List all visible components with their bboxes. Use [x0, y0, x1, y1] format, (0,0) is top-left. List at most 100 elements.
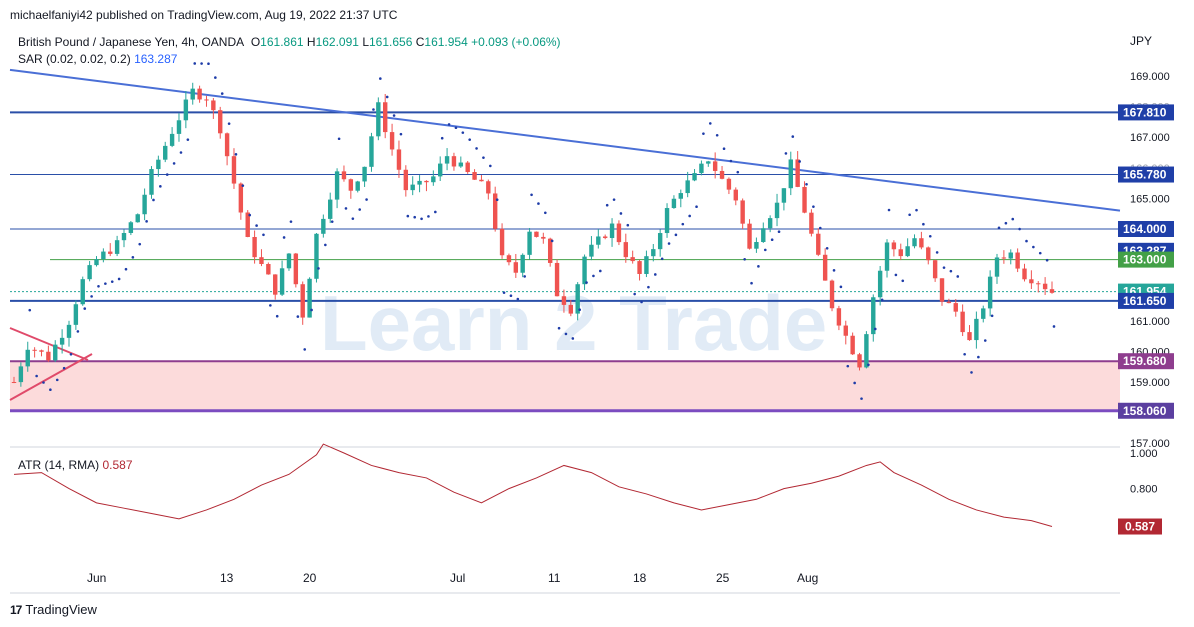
- candle-body[interactable]: [231, 156, 237, 184]
- candle-body[interactable]: [864, 334, 869, 368]
- candle-body[interactable]: [1029, 279, 1034, 284]
- candle-body[interactable]: [383, 102, 388, 133]
- candle-body[interactable]: [486, 181, 491, 194]
- candle-body[interactable]: [816, 233, 821, 255]
- candle-body[interactable]: [1015, 252, 1020, 269]
- candle-body[interactable]: [245, 212, 250, 237]
- candle-body[interactable]: [149, 169, 154, 195]
- candle-body[interactable]: [637, 261, 642, 274]
- candle-body[interactable]: [630, 257, 635, 262]
- candle-body[interactable]: [334, 171, 340, 200]
- candle-body[interactable]: [767, 218, 773, 229]
- candle-body[interactable]: [541, 236, 546, 239]
- candle-body[interactable]: [1042, 283, 1048, 290]
- candle-body[interactable]: [39, 350, 44, 352]
- candle-body[interactable]: [321, 218, 326, 234]
- candle-body[interactable]: [479, 179, 484, 182]
- candle-body[interactable]: [651, 249, 656, 257]
- candle-body[interactable]: [733, 189, 738, 201]
- candle-body[interactable]: [94, 259, 99, 266]
- candle-body[interactable]: [602, 236, 608, 239]
- candle-body[interactable]: [912, 238, 917, 247]
- candle-body[interactable]: [678, 193, 683, 199]
- candle-body[interactable]: [307, 278, 312, 318]
- candle-body[interactable]: [183, 99, 189, 121]
- candle-body[interactable]: [376, 102, 381, 137]
- candle-body[interactable]: [712, 161, 718, 171]
- legend-symbol[interactable]: British Pound / Japanese Yen, 4h, OANDA: [18, 35, 244, 49]
- candle-body[interactable]: [25, 349, 30, 367]
- candle-body[interactable]: [87, 265, 92, 280]
- candle-body[interactable]: [73, 304, 79, 325]
- candle-body[interactable]: [664, 208, 670, 234]
- candle-body[interactable]: [1001, 257, 1007, 259]
- candle-body[interactable]: [809, 212, 814, 234]
- candle-body[interactable]: [534, 231, 539, 237]
- candle-body[interactable]: [328, 199, 333, 219]
- candle-body[interactable]: [891, 242, 897, 250]
- candle-body[interactable]: [121, 232, 127, 241]
- candle-body[interactable]: [114, 240, 120, 254]
- candle-body[interactable]: [403, 169, 409, 191]
- candle-body[interactable]: [128, 222, 134, 233]
- candle-body[interactable]: [1008, 252, 1013, 259]
- candle-body[interactable]: [527, 231, 532, 255]
- candle-body[interactable]: [492, 193, 498, 229]
- candle-body[interactable]: [101, 251, 106, 260]
- footer[interactable]: 17 TradingView: [10, 602, 97, 617]
- candle-body[interactable]: [987, 276, 993, 309]
- candle-body[interactable]: [11, 382, 17, 383]
- candle-body[interactable]: [341, 171, 347, 180]
- candle-body[interactable]: [238, 183, 244, 213]
- candle-body[interactable]: [163, 145, 168, 160]
- candle-body[interactable]: [843, 325, 848, 336]
- candle-body[interactable]: [1022, 268, 1027, 280]
- candle-body[interactable]: [273, 274, 278, 295]
- candle-body[interactable]: [589, 244, 594, 257]
- candle-body[interactable]: [18, 366, 24, 383]
- candle-body[interactable]: [369, 136, 374, 167]
- candle-body[interactable]: [314, 233, 319, 279]
- candle-body[interactable]: [499, 228, 505, 256]
- candle-body[interactable]: [472, 172, 477, 180]
- candle-body[interactable]: [596, 236, 601, 245]
- candle-body[interactable]: [266, 264, 271, 275]
- candle-body[interactable]: [575, 284, 580, 314]
- candle-body[interactable]: [871, 297, 876, 335]
- candle-body[interactable]: [616, 223, 622, 243]
- candle-body[interactable]: [190, 88, 195, 100]
- candle-body[interactable]: [960, 311, 965, 333]
- atr-line[interactable]: [13, 443, 1053, 527]
- candle-body[interactable]: [568, 304, 574, 314]
- candle-body[interactable]: [218, 110, 223, 134]
- candle-body[interactable]: [437, 163, 443, 177]
- candle-body[interactable]: [1036, 283, 1041, 285]
- candle-body[interactable]: [362, 166, 367, 182]
- candle-body[interactable]: [142, 194, 147, 215]
- descending-trendline[interactable]: [9, 68, 1121, 212]
- candle-body[interactable]: [644, 256, 649, 274]
- candle-body[interactable]: [802, 186, 807, 213]
- candle-body[interactable]: [582, 256, 587, 285]
- candle-body[interactable]: [822, 254, 828, 281]
- candle-body[interactable]: [300, 284, 305, 318]
- candle-body[interactable]: [32, 349, 37, 351]
- candle-body[interactable]: [108, 251, 113, 254]
- candle-body[interactable]: [53, 344, 58, 361]
- candle-body[interactable]: [252, 236, 257, 258]
- candle-body[interactable]: [905, 246, 910, 257]
- candle-body[interactable]: [410, 184, 415, 191]
- candle-body[interactable]: [444, 156, 450, 164]
- triangle-lower-line[interactable]: [9, 353, 93, 401]
- candle-body[interactable]: [431, 176, 436, 183]
- candle-body[interactable]: [286, 253, 292, 269]
- candle-body[interactable]: [259, 257, 264, 265]
- candle-body[interactable]: [465, 162, 470, 173]
- candle-body[interactable]: [1049, 289, 1055, 293]
- candle-body[interactable]: [355, 181, 360, 191]
- candle-body[interactable]: [348, 179, 354, 191]
- candle-body[interactable]: [699, 163, 704, 174]
- candle-body[interactable]: [898, 249, 903, 257]
- candle-body[interactable]: [932, 260, 938, 279]
